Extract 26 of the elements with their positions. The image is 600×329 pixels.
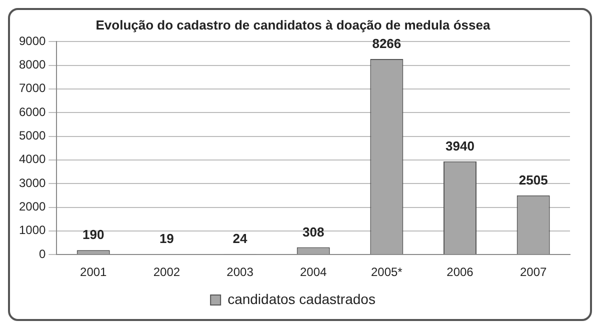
x-tick-label: 2001 bbox=[80, 265, 108, 280]
x-tick-label: 2004 bbox=[300, 265, 328, 280]
chart-title: Evolução do cadastro de candidatos à doação de medula óssea bbox=[96, 17, 491, 32]
legend-label: candidatos cadastrados bbox=[228, 290, 376, 307]
data-label: 3940 bbox=[446, 138, 474, 154]
y-tick-label: 5000 bbox=[18, 128, 46, 143]
x-tick-label: 2002 bbox=[153, 265, 180, 280]
data-label: 308 bbox=[302, 224, 324, 240]
y-tick-label: 0 bbox=[39, 246, 46, 261]
x-tick-label: 2006 bbox=[446, 265, 474, 280]
x-tick-label: 2005* bbox=[370, 265, 403, 280]
x-tick-label: 2007 bbox=[520, 265, 548, 280]
y-tick-label: 9000 bbox=[18, 34, 46, 48]
x-tick-label: 2003 bbox=[226, 265, 254, 280]
y-tick-label: 7000 bbox=[18, 81, 46, 96]
y-tick-label: 8000 bbox=[18, 58, 46, 72]
y-tick-label: 2000 bbox=[18, 200, 46, 214]
data-label: 24 bbox=[232, 231, 248, 246]
y-tick-label: 6000 bbox=[18, 104, 46, 119]
y-tick-label: 4000 bbox=[18, 152, 46, 166]
y-tick-label: 1000 bbox=[18, 223, 46, 238]
data-label: 8266 bbox=[372, 36, 402, 52]
data-label: 19 bbox=[159, 231, 174, 246]
data-label: 190 bbox=[82, 227, 104, 242]
y-tick-label: 3000 bbox=[18, 176, 46, 190]
data-label: 2505 bbox=[518, 172, 548, 188]
